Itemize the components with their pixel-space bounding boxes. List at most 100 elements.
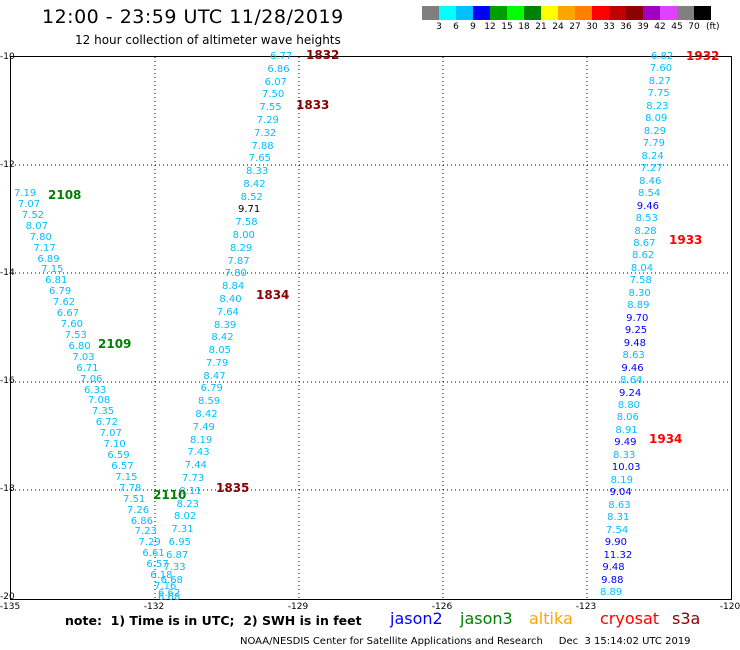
scale-swatch: [592, 6, 609, 20]
scale-label: 70: [688, 22, 700, 32]
x-axis-label: -123: [575, 602, 597, 612]
pass-label: 1832: [306, 48, 340, 62]
track-value: 7.23: [134, 526, 157, 538]
track-value: 9.71: [238, 204, 261, 216]
track-value: 6.61: [142, 548, 165, 560]
track-value: 6.57: [146, 559, 169, 571]
map-grid: [11, 57, 731, 599]
satellite-legend-jason2: jason2: [390, 609, 443, 628]
track-value: 8.02: [174, 511, 197, 523]
track-value: 9.70: [626, 312, 649, 324]
track-value: 7.55: [259, 102, 282, 114]
scale-label: 9: [470, 22, 476, 32]
track-value: 7.06: [80, 373, 103, 385]
track-value: 6.33: [84, 384, 107, 396]
track-value: 9.90: [604, 537, 627, 549]
track-value: 8.89: [600, 587, 623, 598]
track-value: 9.49: [614, 437, 637, 449]
track-value: 8.39: [214, 319, 237, 331]
track-value: 8.06: [616, 412, 639, 424]
pass-label: 2109: [98, 337, 132, 351]
track-value: 8.52: [240, 191, 263, 203]
scale-unit: (ft): [706, 22, 720, 32]
track-value: 7.87: [227, 255, 250, 267]
track-value: 8.63: [608, 499, 631, 511]
track-value: 7.60: [60, 319, 83, 331]
track-value: 7.52: [21, 209, 45, 221]
track-value: 8.47: [203, 370, 226, 382]
track-value: 8.00: [232, 230, 255, 241]
x-axis-label: -135: [0, 602, 21, 612]
track-value: 8.89: [627, 300, 650, 312]
scale-swatch: [660, 6, 677, 20]
x-axis-label: -129: [287, 602, 309, 612]
track-value: 8.19: [610, 474, 633, 486]
map-title: 12:00 - 23:59 UTC 11/28/2019: [42, 6, 344, 28]
track-value: 6.62: [158, 588, 181, 599]
track-value: 6.68: [160, 575, 183, 587]
track-value: 6.86: [267, 63, 290, 75]
track-value: 8.30: [628, 287, 651, 299]
track-value: 8.63: [622, 350, 645, 362]
track-value: 7.29: [138, 537, 161, 549]
track-value: 6.57: [111, 460, 134, 472]
scale-swatch: [439, 6, 456, 20]
track-value: 7.78: [119, 482, 142, 494]
track-value: 8.07: [25, 220, 48, 232]
track-value: 6.87: [166, 549, 189, 561]
track-value: 6.81: [45, 275, 68, 287]
scale-label: 45: [671, 22, 683, 32]
track-value: 7.08: [87, 395, 111, 407]
scale-label: 3: [436, 22, 442, 32]
scale-swatch: [609, 6, 626, 20]
track-value: 7.80: [224, 268, 247, 280]
track-value: 8.33: [246, 166, 269, 178]
y-axis-label: -18: [0, 484, 15, 494]
scale-label: 36: [620, 22, 632, 32]
track-value: 10.03: [611, 462, 641, 474]
track-value: 7.51: [122, 493, 146, 505]
track-value: 8.91: [615, 424, 638, 436]
track-value: 8.28: [634, 225, 657, 237]
scale-swatch: [490, 6, 507, 20]
map-plot-area: [10, 56, 732, 600]
scale-label: 30: [586, 22, 598, 32]
track-value: 8.29: [643, 125, 667, 137]
track-value: 8.33: [613, 449, 636, 461]
track-value: 6.77: [270, 51, 293, 62]
y-axis-label: -14: [0, 268, 15, 278]
track-value: 8.27: [648, 75, 671, 87]
scale-label: 27: [569, 22, 581, 32]
x-axis-label: -120: [719, 602, 740, 612]
track-value: 6.89: [37, 253, 60, 265]
track-value: 7.32: [254, 127, 277, 139]
track-value: 8.04: [630, 262, 654, 274]
scale-label: 21: [535, 22, 547, 32]
track-value: 6.71: [76, 362, 99, 374]
track-value: 7.88: [251, 140, 274, 152]
track-value: 7.29: [256, 114, 279, 126]
track-value: 7.75: [647, 88, 670, 100]
map-subtitle: 12 hour collection of altimeter wave hei…: [75, 33, 341, 47]
track-value: 7.79: [206, 357, 229, 369]
track-value: 6.67: [56, 308, 80, 320]
units-note: note: 1) Time is in UTC; 2) SWH is in fe…: [65, 613, 362, 628]
track-value: 8.53: [635, 213, 658, 225]
pass-label: 1835: [216, 481, 250, 495]
track-value: 6.72: [95, 417, 118, 429]
track-value: 8.54: [637, 188, 661, 200]
y-axis-label: -12: [0, 160, 15, 170]
credit-line: NOAA/NESDIS Center for Satellite Applica…: [240, 636, 691, 647]
satellite-legend-jason3: jason3: [460, 609, 513, 628]
satellite-legend-s3a: s3a: [672, 609, 701, 628]
track-value: 6.79: [200, 383, 223, 395]
satellite-legend-altika: altika: [529, 609, 573, 628]
scale-swatch: [626, 6, 643, 20]
track-value: 7.26: [126, 504, 150, 516]
track-value: 6.68: [158, 592, 181, 603]
track-value: 7.10: [103, 439, 126, 451]
track-value: 7.17: [33, 242, 56, 254]
scale-label: 39: [637, 22, 649, 32]
track-value: 6.18: [150, 570, 173, 582]
track-value: 8.24: [641, 150, 664, 162]
